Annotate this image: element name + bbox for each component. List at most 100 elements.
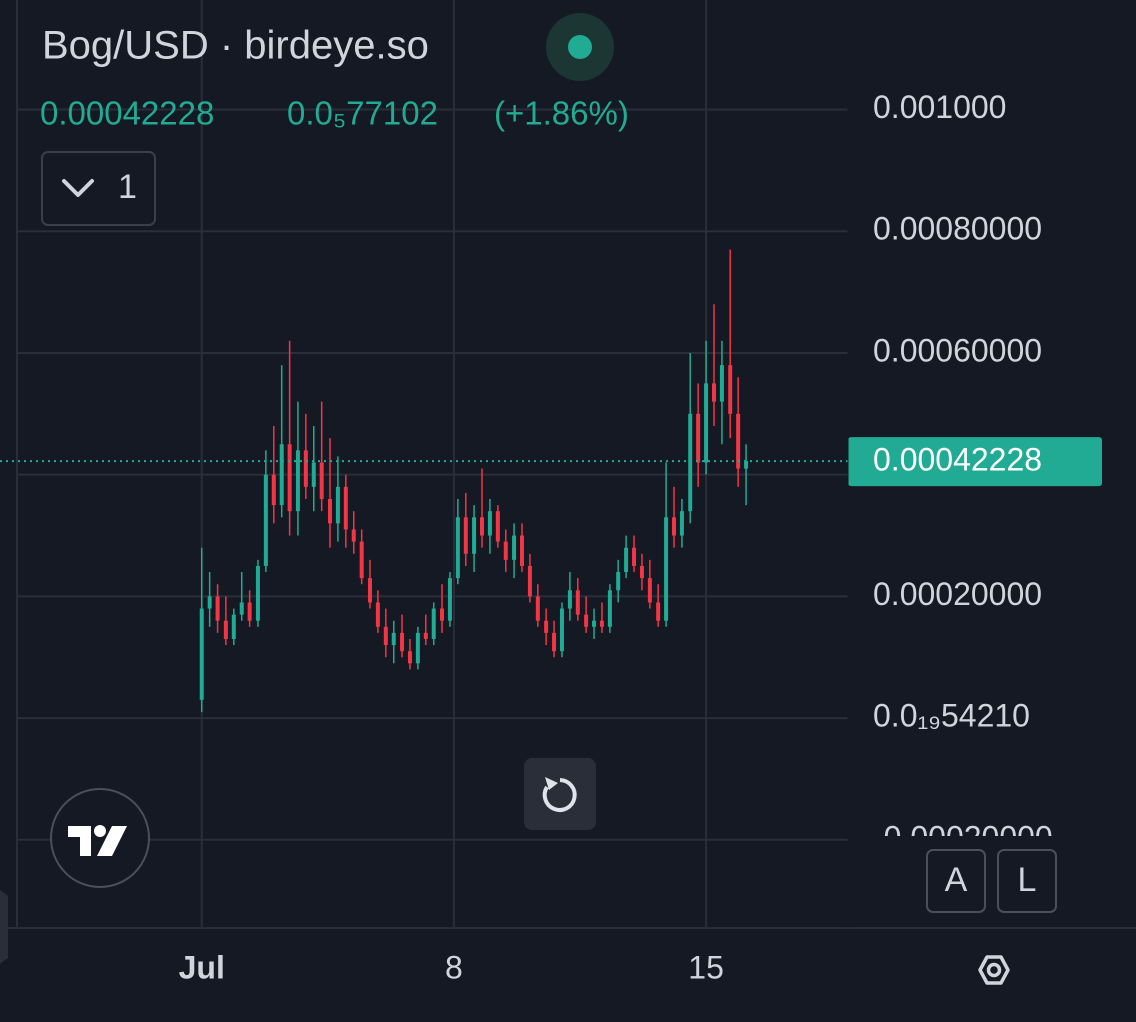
candle-body	[512, 535, 517, 560]
candle-body	[647, 578, 652, 603]
y-tick-label: 0.0₁₉54210	[873, 698, 1030, 734]
settings-hexagon[interactable]	[978, 955, 1010, 985]
chevron-icon	[62, 179, 94, 197]
settings-button[interactable]	[978, 955, 1010, 985]
logo-slash	[97, 826, 127, 856]
candle-body	[431, 608, 436, 639]
settings-center	[986, 962, 1002, 978]
dropdown-box[interactable]	[41, 151, 156, 226]
logo-seven	[68, 826, 91, 856]
candle-body	[552, 632, 557, 652]
y-tick-label: 0.00020000	[873, 576, 1042, 612]
chart-title: Bog/USD · birdeye.so	[42, 24, 429, 68]
auto-scale-button[interactable]: A	[926, 849, 986, 913]
candle-body	[311, 462, 316, 487]
candle-body	[544, 620, 549, 633]
candle-body	[223, 620, 228, 639]
reset-button[interactable]	[524, 758, 596, 830]
candle-body	[519, 535, 524, 566]
candle-body	[287, 444, 292, 512]
candle-body	[624, 547, 629, 573]
dropdown-count: 1	[118, 168, 137, 206]
candle-body	[696, 413, 701, 463]
y-tick-label: 0.001000	[873, 89, 1006, 125]
log-scale-button[interactable]: L	[997, 849, 1057, 913]
logo-dot	[94, 825, 106, 837]
tradingview-logo[interactable]	[50, 788, 150, 888]
candle-body	[263, 474, 268, 566]
candle-body	[335, 486, 340, 524]
candle-body	[744, 461, 749, 469]
candle-body	[559, 608, 564, 652]
side-tab[interactable]	[0, 890, 8, 964]
price-label: 0.00042228	[873, 442, 1042, 478]
legend-change-percent: (+1.86%)	[494, 95, 629, 132]
price-label-box	[848, 437, 1102, 487]
candle-body	[719, 365, 724, 402]
candle-body	[247, 602, 252, 621]
reset-arc	[542, 778, 577, 812]
candle-body	[303, 450, 308, 487]
button-box[interactable]	[926, 849, 986, 913]
candle-body	[607, 590, 612, 627]
candle-body	[440, 608, 445, 621]
candle-body	[375, 602, 380, 627]
candle-body	[351, 529, 356, 542]
candle-body	[728, 365, 733, 414]
candle-body	[407, 651, 412, 664]
candle-body	[575, 590, 580, 615]
candle-body	[199, 608, 204, 700]
y-axis: -0.000200000.0₁₉542100.000200000.0004000…	[873, 89, 1053, 855]
candle-body	[359, 541, 364, 579]
candle-body	[207, 596, 212, 609]
candle-body	[479, 517, 484, 536]
y-tick-label: 0.00060000	[873, 332, 1042, 368]
candle-body	[503, 541, 508, 560]
candle-body	[415, 632, 420, 664]
candle-body	[616, 572, 621, 591]
candle-body	[343, 486, 348, 530]
reset-arrow	[545, 777, 558, 790]
button-label: L	[1018, 861, 1037, 899]
legend-change: 0.0₅77102	[287, 95, 438, 132]
candle-body	[584, 614, 589, 627]
candle-body	[239, 602, 244, 615]
candle-body	[527, 565, 532, 597]
candle-body	[472, 517, 477, 554]
candle-body	[327, 499, 332, 524]
button-label: A	[945, 861, 968, 899]
logo-circle[interactable]	[50, 788, 150, 888]
x-tick-label: Jul	[179, 949, 225, 985]
candle-body	[319, 462, 324, 500]
candle-body	[704, 383, 709, 463]
candle-body	[632, 547, 637, 566]
status-dot	[568, 35, 592, 59]
candle-body	[599, 620, 604, 627]
x-tick-label: 8	[445, 949, 463, 985]
y-tick-label: -0.00020000	[873, 819, 1053, 855]
candle-body	[383, 626, 388, 646]
candle-body	[215, 596, 220, 621]
candle-body	[255, 565, 260, 621]
candle-body	[495, 511, 500, 542]
candle-body	[295, 450, 300, 512]
candle-body	[535, 596, 540, 621]
indicator-dropdown[interactable]: 1	[41, 151, 156, 226]
legend-price: 0.00042228	[40, 95, 214, 132]
candle-body	[367, 578, 372, 603]
x-tick-label: 15	[688, 949, 724, 985]
candle-body	[639, 565, 644, 579]
candle-body	[391, 632, 396, 646]
candle-body	[736, 413, 741, 469]
candle-body	[455, 517, 460, 579]
candle-body	[271, 474, 276, 506]
overlay: 0.00042228	[0, 437, 1102, 487]
reset-box[interactable]	[524, 758, 596, 830]
candle-body	[463, 517, 468, 554]
candles	[199, 249, 749, 713]
button-box[interactable]	[997, 849, 1057, 913]
x-axis: Jul 8 15	[179, 949, 724, 985]
candle-body	[447, 578, 452, 621]
candle-body	[423, 632, 428, 639]
